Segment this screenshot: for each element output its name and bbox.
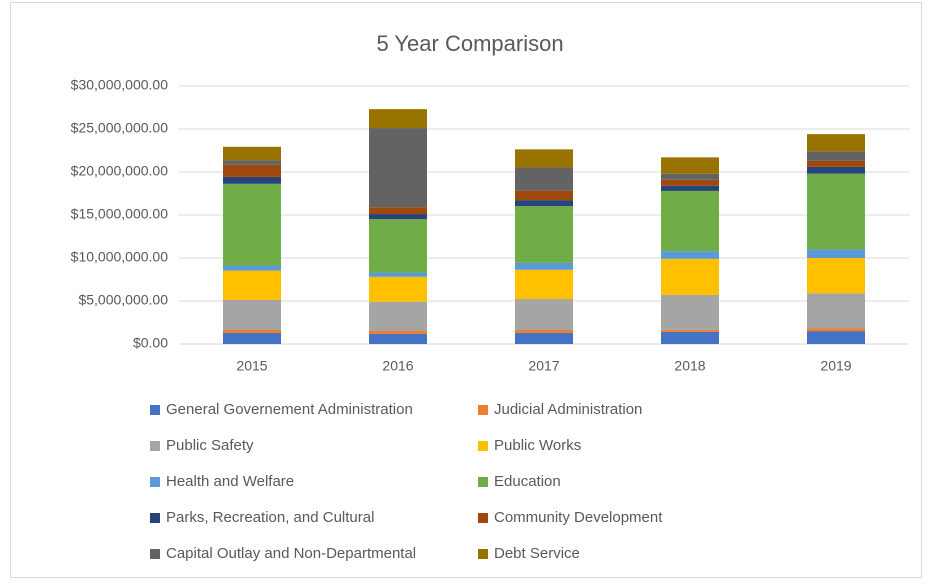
bar-segment xyxy=(515,269,573,300)
bar-segment xyxy=(369,207,427,215)
x-tick-label: 2016 xyxy=(382,358,413,374)
bar-segment xyxy=(223,183,281,266)
legend-swatch xyxy=(150,549,160,559)
legend-label: Community Development xyxy=(494,509,663,526)
y-tick-label: $0.00 xyxy=(133,335,168,351)
x-tick-label: 2018 xyxy=(674,358,705,374)
bar-segment xyxy=(369,214,427,220)
bar-segment xyxy=(807,293,865,329)
bar-segment xyxy=(369,331,427,335)
bar-segment xyxy=(807,173,865,250)
bar-segment xyxy=(515,149,573,168)
legend-label: General Governement Administration xyxy=(166,401,413,418)
legend-label: Health and Welfare xyxy=(166,473,294,490)
bar-segment xyxy=(661,294,719,330)
bar-segment xyxy=(807,331,865,344)
legend-label: Public Works xyxy=(494,437,581,454)
legend-swatch xyxy=(478,477,488,487)
bar-segment xyxy=(661,190,719,252)
bar-segment xyxy=(661,331,719,344)
legend-label: Public Safety xyxy=(166,437,254,454)
bar-segment xyxy=(515,332,573,344)
legend-label: Education xyxy=(494,473,561,490)
legend-swatch xyxy=(150,477,160,487)
bar-segment xyxy=(807,258,865,294)
legend-label: Parks, Recreation, and Cultural xyxy=(166,509,374,526)
chart-border xyxy=(10,2,922,578)
bar-segment xyxy=(369,128,427,208)
bar-segment xyxy=(223,329,281,333)
bar-segment xyxy=(661,179,719,186)
legend-swatch xyxy=(478,441,488,451)
chart-title: 5 Year Comparison xyxy=(376,31,563,56)
x-tick-label: 2015 xyxy=(236,358,267,374)
bar-segment xyxy=(807,166,865,174)
bar-segment xyxy=(223,176,281,184)
bar-segment xyxy=(369,272,427,277)
legend-label: Judicial Administration xyxy=(494,401,642,418)
y-tick-label: $15,000,000.00 xyxy=(71,206,169,222)
legend-swatch xyxy=(150,513,160,523)
bar-segment xyxy=(223,332,281,344)
bar-segment xyxy=(369,109,427,129)
y-tick-label: $5,000,000.00 xyxy=(78,292,168,308)
legend-swatch xyxy=(478,549,488,559)
bar-segment xyxy=(223,265,281,271)
bar-segment xyxy=(515,190,573,201)
bar-segment xyxy=(515,329,573,333)
bar-segment xyxy=(515,262,573,270)
bar-segment xyxy=(515,200,573,207)
bar-segment xyxy=(223,160,281,165)
bar-segment xyxy=(661,251,719,259)
bar-segment xyxy=(807,160,865,167)
y-tick-label: $20,000,000.00 xyxy=(71,163,169,179)
bar-segment xyxy=(661,258,719,295)
bar-segment xyxy=(807,328,865,332)
bar-segment xyxy=(369,219,427,273)
legend-swatch xyxy=(150,441,160,451)
bar-segment xyxy=(223,270,281,300)
bar-segment xyxy=(223,146,281,161)
bar-segment xyxy=(661,173,719,180)
x-tick-label: 2019 xyxy=(820,358,851,374)
y-tick-label: $25,000,000.00 xyxy=(71,120,169,136)
bar-segment xyxy=(369,334,427,344)
bar-segment xyxy=(661,329,719,332)
legend-label: Debt Service xyxy=(494,545,580,562)
bar-segment xyxy=(661,185,719,191)
y-tick-label: $30,000,000.00 xyxy=(71,77,169,93)
bar-segment xyxy=(515,206,573,263)
bar-segment xyxy=(223,299,281,330)
bar-segment xyxy=(807,249,865,258)
bar-segment xyxy=(661,157,719,174)
x-tick-label: 2017 xyxy=(528,358,559,374)
bar-segment xyxy=(807,134,865,152)
legend-swatch xyxy=(150,405,160,415)
bar-segment xyxy=(369,301,427,332)
bar-segment xyxy=(515,299,573,330)
legend-swatch xyxy=(478,405,488,415)
bar-segment xyxy=(369,276,427,302)
legend-label: Capital Outlay and Non-Departmental xyxy=(166,545,416,562)
y-tick-label: $10,000,000.00 xyxy=(71,249,169,265)
legend-swatch xyxy=(478,513,488,523)
bar-segment xyxy=(515,167,573,191)
bar-segment xyxy=(807,151,865,161)
bar-segment xyxy=(223,164,281,177)
